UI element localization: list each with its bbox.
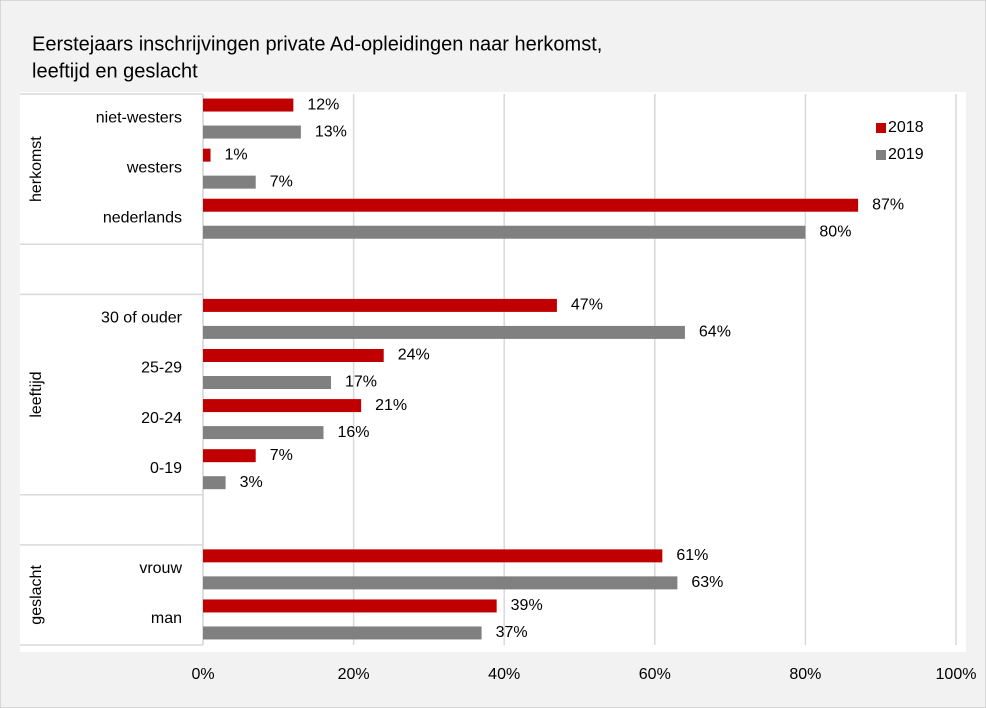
chart-title: Eerstejaars inschrijvingen private Ad-op… — [32, 33, 602, 55]
y-tick-label: vrouw — [139, 560, 182, 577]
bar — [203, 576, 678, 590]
legend-label: 2018 — [888, 119, 924, 136]
data-label: 3% — [240, 474, 263, 491]
bar — [203, 148, 211, 162]
y-tick-label: nederlands — [103, 209, 182, 226]
data-label: 80% — [819, 223, 851, 240]
bar — [203, 599, 497, 613]
bar — [203, 198, 859, 212]
data-label: 63% — [691, 574, 723, 591]
legend-label: 2019 — [888, 146, 924, 163]
x-tick-label: 100% — [936, 666, 977, 683]
bar — [203, 626, 482, 640]
y-tick-label: 20-24 — [141, 410, 182, 427]
bar — [203, 476, 226, 490]
y-tick-label: niet-westers — [96, 109, 182, 126]
bar — [203, 449, 256, 463]
data-label: 87% — [872, 196, 904, 213]
x-tick-label: 20% — [338, 666, 370, 683]
x-tick-label: 0% — [191, 666, 214, 683]
bar — [203, 376, 332, 389]
data-label: 12% — [307, 96, 339, 113]
data-label: 47% — [571, 297, 603, 314]
y-tick-label: 0-19 — [150, 460, 182, 477]
legend-swatch — [876, 150, 886, 160]
bar — [203, 298, 557, 312]
y-tick-label: 25-29 — [141, 360, 182, 377]
group-label: geslacht — [28, 565, 45, 625]
bar — [203, 175, 256, 189]
x-tick-label: 40% — [488, 666, 520, 683]
y-tick-label: 30 of ouder — [101, 310, 183, 327]
data-label: 64% — [699, 324, 731, 341]
data-label: 37% — [496, 624, 528, 641]
group-label: herkomst — [28, 136, 45, 202]
bar — [203, 98, 294, 112]
bar — [203, 349, 384, 362]
bar — [203, 549, 663, 563]
x-tick-label: 80% — [789, 666, 821, 683]
chart-title: leeftijd en geslacht — [32, 60, 198, 82]
bar — [203, 225, 806, 239]
data-label: 21% — [375, 397, 407, 414]
bar — [203, 325, 685, 339]
bar — [203, 426, 324, 440]
data-label: 61% — [676, 547, 708, 564]
data-label: 7% — [270, 173, 293, 190]
data-label: 1% — [225, 146, 248, 163]
y-tick-label: westers — [126, 159, 182, 176]
y-tick-label: man — [151, 610, 182, 627]
bar — [203, 399, 362, 413]
legend-swatch — [876, 123, 886, 133]
bar — [203, 125, 301, 139]
data-label: 16% — [337, 424, 369, 441]
x-tick-label: 60% — [639, 666, 671, 683]
group-label: leeftijd — [28, 371, 45, 417]
data-label: 39% — [511, 597, 543, 614]
data-label: 24% — [398, 347, 430, 364]
data-label: 7% — [270, 447, 293, 464]
data-label: 17% — [345, 374, 377, 391]
data-label: 13% — [315, 123, 347, 140]
